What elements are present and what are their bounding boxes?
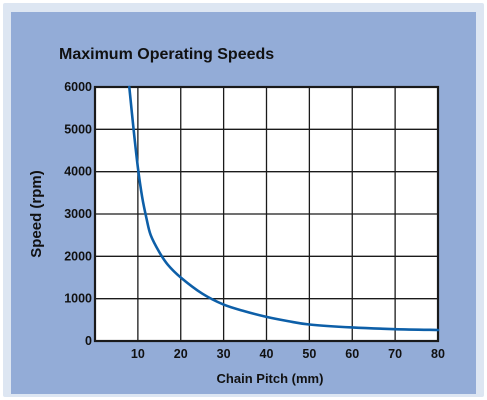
x-axis-label: Chain Pitch (mm) bbox=[217, 371, 324, 386]
y-tick-label: 5000 bbox=[64, 122, 92, 136]
y-axis-label: Speed (rpm) bbox=[28, 170, 45, 258]
chart-title: Maximum Operating Speeds bbox=[59, 46, 274, 63]
x-tick-label: 60 bbox=[345, 347, 359, 361]
x-tick-label: 20 bbox=[174, 347, 188, 361]
x-tick-label: 50 bbox=[302, 347, 316, 361]
x-tick-label: 10 bbox=[131, 347, 145, 361]
y-tick-label: 1000 bbox=[64, 292, 92, 306]
x-tick-label: 70 bbox=[388, 347, 402, 361]
x-tick-label: 80 bbox=[431, 347, 445, 361]
y-tick-label: 6000 bbox=[64, 80, 92, 94]
x-tick-label: 40 bbox=[260, 347, 274, 361]
y-tick-label: 2000 bbox=[64, 249, 92, 263]
y-tick-label: 3000 bbox=[64, 207, 92, 221]
x-tick-label: 30 bbox=[217, 347, 231, 361]
x-tick-labels: 10 20 30 40 50 60 70 80 bbox=[131, 347, 445, 361]
y-tick-label: 4000 bbox=[64, 165, 92, 179]
plot-border bbox=[93, 85, 440, 343]
y-tick-labels: 0 1000 2000 3000 4000 5000 6000 bbox=[64, 80, 92, 348]
series-line bbox=[128, 85, 440, 332]
y-tick-label: 0 bbox=[85, 334, 92, 348]
